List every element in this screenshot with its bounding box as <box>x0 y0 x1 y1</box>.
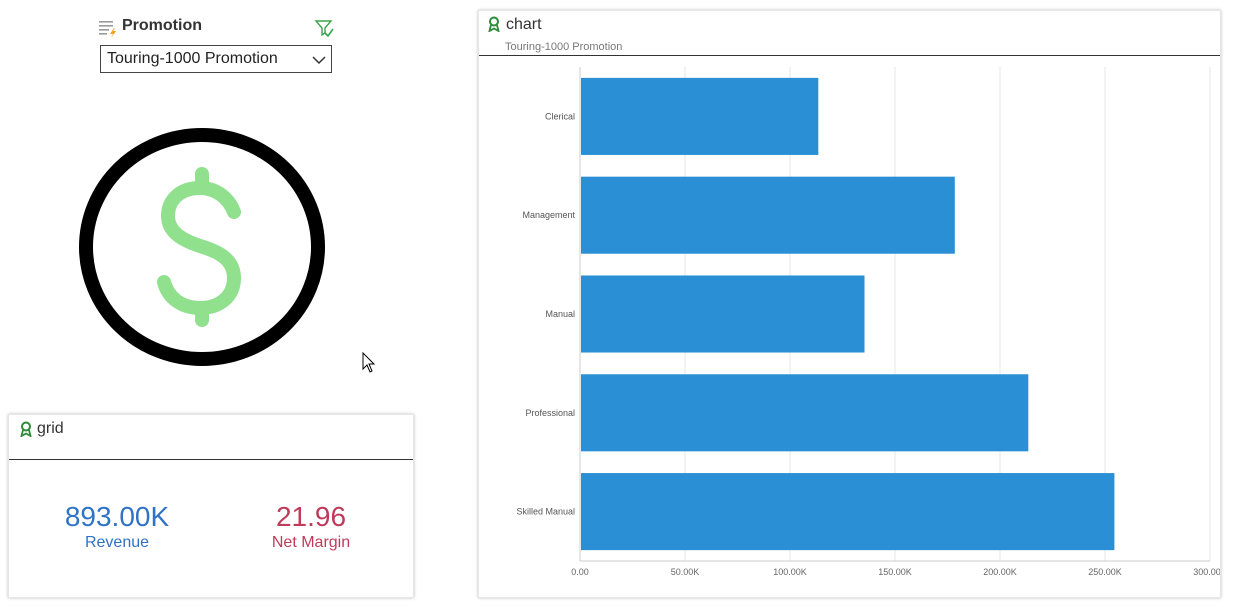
y-category-label: Manual <box>545 309 575 319</box>
grid-title: grid <box>37 420 64 437</box>
list-lightning-icon <box>99 21 116 38</box>
x-tick-label: 50.00K <box>671 567 700 577</box>
promotion-select[interactable]: Touring-1000 Promotion <box>100 45 332 73</box>
x-tick-label: 300.00K <box>1193 567 1220 577</box>
y-category-label: Clerical <box>545 111 575 121</box>
kpi-net-margin-label: Net Margin <box>271 534 351 551</box>
x-tick-label: 200.00K <box>983 567 1017 577</box>
x-tick-label: 100.00K <box>773 567 807 577</box>
grid-panel: grid 893.00K Revenue 21.96 Net Margin <box>8 414 414 598</box>
mouse-pointer-icon <box>362 352 376 373</box>
award-ribbon-icon <box>488 16 500 32</box>
kpi-revenue-label: Revenue <box>84 534 150 551</box>
x-tick-label: 0.00 <box>571 567 589 577</box>
y-category-label: Skilled Manual <box>516 507 575 517</box>
bar-clerical[interactable] <box>581 77 819 155</box>
kpi-net-margin-value: 21.96 <box>275 501 347 532</box>
bar-chart: 0.00 50.00K 100.00K 150.00K 200.00K 250.00K 30… <box>516 67 1220 577</box>
x-tick-label: 150.00K <box>878 567 912 577</box>
chevron-down-icon <box>312 56 326 65</box>
award-ribbon-icon <box>20 421 32 437</box>
y-category-label: Management <box>522 210 575 220</box>
chart-panel: chart Touring-1000 Promotion 0.00 50.00K 1… <box>478 10 1221 598</box>
chart-title: chart <box>506 16 542 33</box>
bar-management[interactable] <box>581 176 955 254</box>
promotion-filter-header: Promotion <box>98 16 334 38</box>
kpi-revenue-value: 893.00K <box>64 501 170 532</box>
bar-skilled-manual[interactable] <box>581 473 1115 551</box>
promotion-filter-title: Promotion <box>122 17 202 34</box>
bar-professional[interactable] <box>581 374 1029 452</box>
chart-subtitle: Touring-1000 Promotion <box>505 41 623 53</box>
grid-title-divider <box>9 459 413 460</box>
filter-check-icon[interactable] <box>314 18 334 38</box>
kpi-net-margin: 21.96 Net Margin <box>221 501 401 553</box>
kpi-revenue: 893.00K Revenue <box>27 501 207 553</box>
promotion-select-value: Touring-1000 Promotion <box>107 50 278 67</box>
chart-title-divider <box>479 55 1220 56</box>
bar-manual[interactable] <box>581 275 865 353</box>
dollar-circle-icon <box>79 128 325 366</box>
y-category-label: Professional <box>525 408 575 418</box>
x-tick-label: 250.00K <box>1088 567 1122 577</box>
